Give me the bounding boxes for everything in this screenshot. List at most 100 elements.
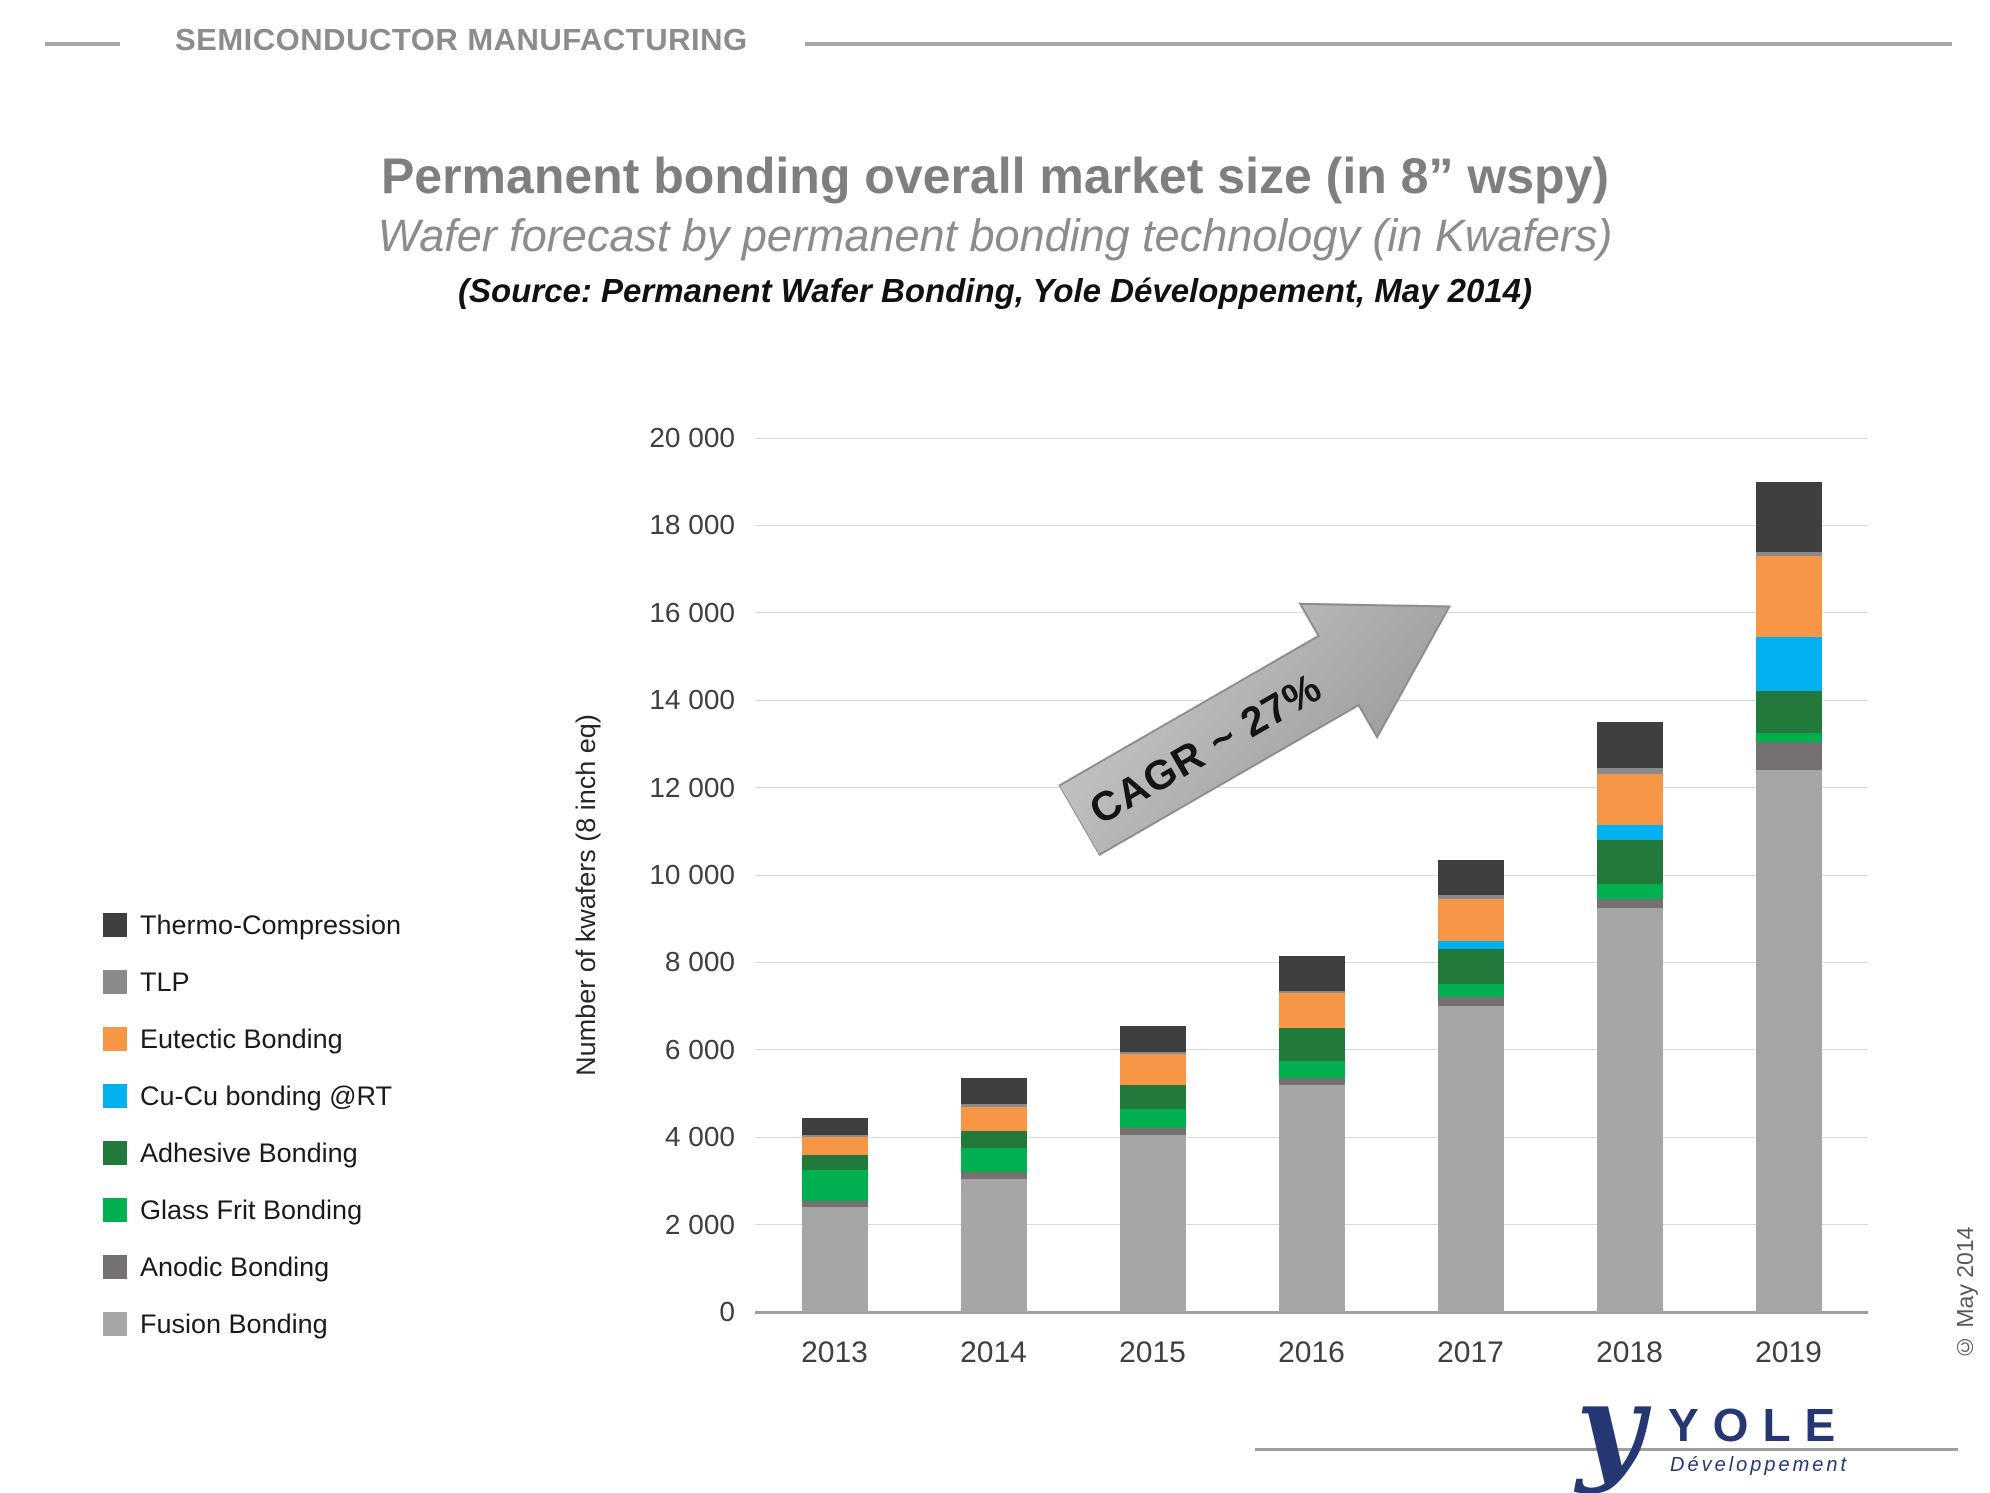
y-tick-label: 20 000 [649, 422, 735, 453]
copyright-label: © May 2014 [1952, 1226, 1978, 1360]
y-tick-label: 6 000 [664, 1033, 735, 1065]
legend-swatch-thermo-compression [103, 913, 127, 937]
gridline [755, 787, 1868, 789]
bar-segment-thermo-compression-2017 [1437, 859, 1504, 895]
bar-segment-tlp-2014 [960, 1104, 1027, 1107]
bar-segment-glass-frit-bonding-2017 [1437, 984, 1504, 998]
bar-segment-adhesive-bonding-2013 [801, 1154, 868, 1170]
bar-segment-fusion-bonding-2016 [1278, 1084, 1345, 1312]
bar-segment-anodic-bonding-2015 [1119, 1128, 1186, 1135]
legend-item-fusion-bonding: Fusion Bonding [103, 1307, 401, 1341]
bar-segment-fusion-bonding-2019 [1755, 770, 1822, 1312]
chart-legend: Thermo-Compression TLP Eutectic Bonding Cu-… [103, 908, 401, 1364]
bar-segment-thermo-compression-2015 [1119, 1025, 1186, 1052]
bar-segment-anodic-bonding-2013 [801, 1200, 868, 1208]
yole-logo-mark: y [1576, 1357, 1645, 1493]
legend-swatch-adhesive-bonding [103, 1141, 127, 1165]
bar-segment-glass-frit-bonding-2018 [1596, 883, 1663, 900]
bar-segment-eutectic-bonding-2013 [801, 1137, 868, 1155]
yole-logo-text: YOLE [1668, 1399, 1850, 1451]
bar-segment-anodic-bonding-2014 [960, 1172, 1027, 1179]
y-tick-label: 0 [719, 1296, 735, 1327]
bar-segment-cu-cu-bonding-rt-2018 [1596, 824, 1663, 841]
bar-segment-anodic-bonding-2019 [1755, 741, 1822, 771]
x-tick-label: 2018 [1596, 1336, 1663, 1369]
bar-segment-eutectic-bonding-2019 [1755, 555, 1822, 637]
header-left-rule [45, 42, 120, 46]
gridline [755, 874, 1868, 876]
legend-item-thermo-compression: Thermo-Compression [103, 908, 401, 942]
bar-segment-fusion-bonding-2017 [1437, 1006, 1504, 1312]
legend-item-tlp: TLP [103, 965, 401, 999]
header-right-rule [805, 42, 1952, 46]
y-tick-label: 10 000 [649, 859, 735, 890]
legend-label: Anodic Bonding [140, 1251, 330, 1282]
legend-item-adhesive-bonding: Adhesive Bonding [103, 1136, 401, 1170]
bar-segment-glass-frit-bonding-2015 [1119, 1108, 1186, 1129]
bar-segment-glass-frit-bonding-2019 [1755, 732, 1822, 742]
legend-swatch-tlp [103, 970, 127, 994]
chart-subtitle: Wafer forecast by permanent bonding tech… [377, 209, 1613, 261]
x-tick-label: 2014 [960, 1336, 1027, 1369]
legend-label: Adhesive Bonding [140, 1137, 358, 1168]
y-tick-label: 2 000 [664, 1208, 735, 1240]
bar-segment-fusion-bonding-2015 [1119, 1135, 1186, 1312]
x-tick-label: 2019 [1755, 1336, 1822, 1369]
y-tick-label: 14 000 [649, 684, 735, 716]
bar-segment-anodic-bonding-2017 [1437, 997, 1504, 1007]
bar-segment-adhesive-bonding-2016 [1278, 1027, 1345, 1061]
bar-segment-eutectic-bonding-2018 [1596, 774, 1663, 825]
legend-swatch-eutectic-bonding [103, 1027, 127, 1051]
x-axis-line [755, 1311, 1868, 1314]
x-tick-label: 2013 [801, 1336, 868, 1369]
bar-segment-thermo-compression-2018 [1596, 722, 1663, 768]
bar-segment-tlp-2018 [1596, 767, 1663, 775]
section-header: SEMICONDUCTOR MANUFACTURING [175, 22, 748, 57]
bar-segment-eutectic-bonding-2014 [960, 1106, 1027, 1131]
y-tick-label: 18 000 [649, 509, 735, 541]
legend-label: Glass Frit Bonding [140, 1194, 363, 1225]
legend-swatch-cu-cu-bonding-rt [103, 1084, 127, 1108]
bar-segment-adhesive-bonding-2015 [1119, 1084, 1186, 1109]
legend-item-anodic-bonding: Anodic Bonding [103, 1250, 401, 1284]
bar-segment-adhesive-bonding-2018 [1596, 840, 1663, 884]
y-tick-label: 4 000 [664, 1121, 735, 1153]
bar-segment-fusion-bonding-2013 [801, 1207, 868, 1312]
yole-logo-subtext: Développement [1670, 1454, 1850, 1476]
y-tick-label: 12 000 [649, 771, 735, 803]
bar-segment-adhesive-bonding-2017 [1437, 949, 1504, 985]
gridline [755, 524, 1868, 526]
bar-segment-tlp-2013 [801, 1135, 868, 1138]
gridline [755, 437, 1868, 439]
bar-segment-tlp-2019 [1755, 551, 1822, 556]
legend-item-cu-cu-bonding-rt: Cu-Cu bonding @RT [103, 1079, 401, 1113]
bar-segment-thermo-compression-2014 [960, 1078, 1027, 1105]
bar-segment-eutectic-bonding-2017 [1437, 899, 1504, 941]
y-tick-label: 8 000 [664, 946, 735, 978]
title-block: Permanent bonding overall market size (i… [0, 148, 1990, 310]
bar-segment-thermo-compression-2013 [801, 1117, 868, 1135]
footer-rule [1255, 1448, 1958, 1451]
chart-title: Permanent bonding overall market size (i… [380, 148, 1610, 204]
bar-segment-glass-frit-bonding-2016 [1278, 1060, 1345, 1079]
bar-segment-tlp-2015 [1119, 1051, 1186, 1055]
bar-segment-tlp-2017 [1437, 894, 1504, 900]
bar-segment-eutectic-bonding-2016 [1278, 992, 1345, 1028]
chart-source: (Source: Permanent Wafer Bonding, Yole D… [458, 271, 1532, 309]
bar-segment-anodic-bonding-2016 [1278, 1078, 1345, 1085]
x-tick-label: 2015 [1119, 1336, 1186, 1369]
bar-segment-tlp-2016 [1278, 990, 1345, 993]
bar-segment-thermo-compression-2016 [1278, 955, 1345, 991]
legend-item-glass-frit-bonding: Glass Frit Bonding [103, 1193, 401, 1227]
bar-segment-fusion-bonding-2018 [1596, 907, 1663, 1312]
x-tick-label: 2017 [1437, 1336, 1504, 1369]
bar-segment-adhesive-bonding-2019 [1755, 691, 1822, 733]
legend-label: Cu-Cu bonding @RT [140, 1080, 393, 1111]
bar-segment-anodic-bonding-2018 [1596, 899, 1663, 908]
bar-segment-thermo-compression-2019 [1755, 481, 1822, 552]
legend-label: Fusion Bonding [140, 1308, 328, 1339]
legend-swatch-glass-frit-bonding [103, 1198, 127, 1222]
y-axis-label: Number of kwafers (8 inch eq) [571, 714, 601, 1076]
